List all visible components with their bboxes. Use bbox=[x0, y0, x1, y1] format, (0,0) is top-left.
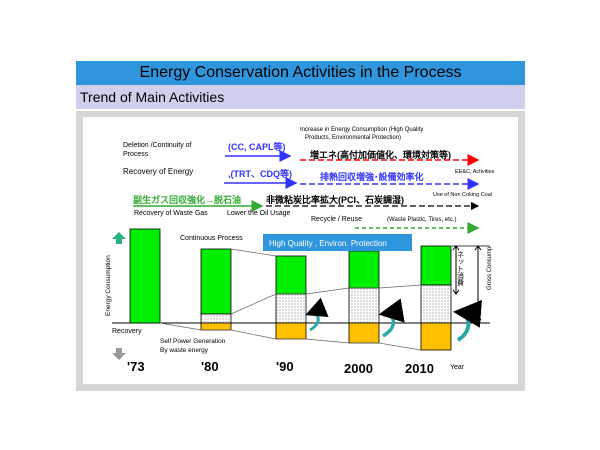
year-2000: 2000 bbox=[344, 361, 373, 376]
net-bracket-bottom-icon bbox=[452, 289, 460, 295]
up-arrow-icon bbox=[112, 232, 126, 244]
bar-2000-recovery bbox=[348, 322, 380, 344]
label-increase-1: Increase in Energy Consumption (High Qua… bbox=[300, 127, 423, 133]
label-waste-plastic: (Waste Plastic, Tires, etc.) bbox=[387, 217, 456, 223]
bar-1990-recovery bbox=[275, 322, 307, 340]
callout-high-quality bbox=[263, 234, 412, 251]
page-title: Energy Conservation Activities in the Pr… bbox=[76, 61, 525, 85]
trend-line-lower bbox=[159, 322, 422, 351]
label-recovery-waste-gas: Recovery of Waste Gas bbox=[134, 210, 208, 217]
trend-line-upper bbox=[230, 284, 422, 315]
label-deletion-2: Process bbox=[123, 151, 149, 158]
year-1990: '90 bbox=[276, 359, 294, 374]
label-gross-consump: Gross Consump bbox=[487, 246, 493, 290]
label-increase-2: Products, Environmental Protection) bbox=[305, 135, 401, 141]
label-trt: ,(TRT、CDQ等) bbox=[228, 168, 292, 179]
bar-2010-dots bbox=[420, 284, 452, 324]
bar-1980-recovery bbox=[200, 322, 232, 331]
label-net-consumption-jp: ネット消費 bbox=[457, 251, 465, 287]
label-energy-consumption: Energy Consumption bbox=[105, 255, 112, 316]
label-recovery-energy: Recovery of Energy bbox=[123, 167, 193, 176]
bar-2000-net bbox=[348, 250, 380, 289]
bar-2010-net bbox=[420, 245, 452, 286]
curved-arrow-2010 bbox=[453, 299, 483, 342]
label-high-quality: High Quality , Environ. Protection bbox=[269, 239, 387, 248]
label-self-power-1: Self Power Generation bbox=[160, 338, 226, 345]
label-heat-recovery: 排熱回収増強･設備効率化 bbox=[320, 171, 424, 182]
year-1973: '73 bbox=[127, 359, 145, 374]
bar-2000-dots bbox=[348, 287, 380, 324]
label-year: Year bbox=[450, 364, 465, 371]
label-recycle: Recycle / Reuse bbox=[311, 216, 362, 223]
down-arrow-icon bbox=[112, 348, 126, 360]
label-waste-gas-jp: 副生ガス回収強化→脱石油 bbox=[133, 194, 241, 205]
bar-1980-dots bbox=[200, 313, 232, 324]
year-2010: 2010 bbox=[405, 361, 434, 376]
bar-1980-net bbox=[200, 248, 232, 315]
label-lower-oil: Lower the Oil Usage bbox=[227, 210, 291, 217]
label-eec: EE&C, Activities bbox=[455, 169, 495, 175]
label-increase-jp: 増エネ(高付加価値化、環境対策等) bbox=[310, 149, 451, 160]
bar-1990-net bbox=[275, 255, 307, 295]
label-deletion-1: Deletion /Continuity of bbox=[123, 142, 192, 149]
curved-arrow-1990 bbox=[305, 297, 329, 332]
bar-1973 bbox=[129, 228, 161, 324]
page-subtitle: Trend of Main Activities bbox=[76, 85, 525, 109]
label-recovery: Recovery bbox=[112, 328, 142, 335]
year-1980: '80 bbox=[201, 359, 219, 374]
label-pci-jp: 非微粘炭比率拡大(PCI、石炭調湿) bbox=[266, 194, 404, 205]
bar-1990-dots bbox=[275, 293, 307, 324]
label-continuous: Continuous Process bbox=[180, 235, 243, 242]
trend-line-top bbox=[230, 248, 277, 257]
label-non-coking: Use of Non Coking Coal bbox=[433, 192, 492, 198]
bar-2010-recovery bbox=[420, 322, 452, 351]
label-self-power-2: By waste energy bbox=[160, 347, 209, 354]
curved-arrow-2000 bbox=[378, 298, 405, 338]
gross-bracket-bottom-icon bbox=[474, 318, 482, 324]
label-cc: (CC, CAPL等) bbox=[228, 141, 286, 152]
